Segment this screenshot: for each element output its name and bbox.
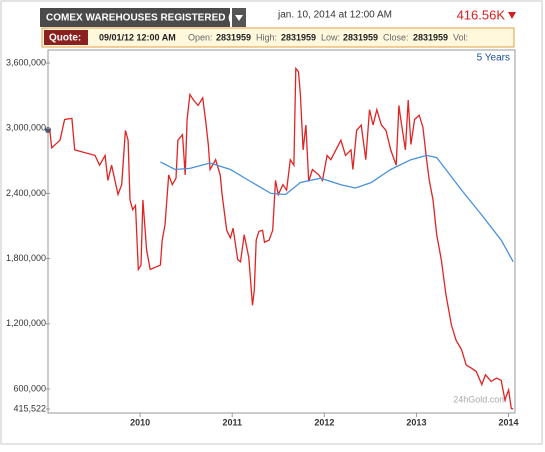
- vol-label: Vol:: [453, 32, 468, 42]
- high-label: High:: [256, 32, 277, 42]
- date: jan. 10, 2014 at 12:00 AM: [277, 10, 392, 21]
- quote-bar: [41, 27, 515, 48]
- x-tick-label: 2012: [314, 417, 334, 427]
- last-value: 416.56K: [457, 7, 506, 22]
- dropdown-icon[interactable]: [235, 15, 243, 21]
- series-line: [160, 154, 514, 263]
- high: 2831959: [281, 32, 316, 42]
- close: 2831959: [413, 32, 448, 42]
- watermark: 24hGold.com: [453, 394, 507, 404]
- open-label: Open:: [188, 32, 213, 42]
- y-tick-label: 1,200,000: [6, 318, 46, 328]
- quote-label-box: [44, 30, 88, 45]
- close-label: Close:: [383, 32, 409, 42]
- open: 2831959: [216, 32, 251, 42]
- x-tick-label: 2013: [406, 417, 426, 427]
- series-line: [49, 66, 514, 410]
- low-label: Low:: [321, 32, 340, 42]
- quote-label: Quote:: [49, 33, 81, 44]
- y-tick-label: 600,000: [13, 383, 46, 393]
- x-tick-label: 2014: [499, 417, 519, 427]
- chart-title: COMEX WAREHOUSES REGISTERED (: [46, 13, 232, 24]
- x-tick-label: 2011: [222, 417, 242, 427]
- down-arrow: [508, 12, 516, 19]
- quote-date: 09/01/12 12:00 AM: [99, 32, 176, 42]
- low: 2831959: [343, 32, 378, 42]
- x-tick-label: 2010: [130, 417, 150, 427]
- y-tick-label: 2,400,000: [6, 188, 46, 198]
- y-tick-label: 3,600,000: [6, 57, 46, 67]
- y-tick-label: 3,000,000: [6, 123, 46, 133]
- y-tick-label: 415,522: [13, 403, 46, 413]
- y-tick-label: 1,800,000: [6, 253, 46, 263]
- title-box: [40, 8, 230, 27]
- plot-area: [47, 49, 516, 414]
- quote-fields: 09/01/12 12:00 AM Open: 2831959 High: 28…: [99, 32, 468, 42]
- period[interactable]: 5 Years: [477, 53, 510, 64]
